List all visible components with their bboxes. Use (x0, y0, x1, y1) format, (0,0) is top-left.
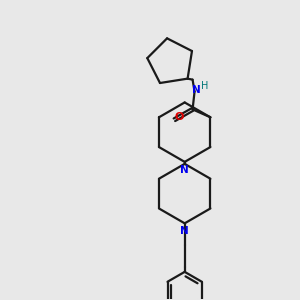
Text: N: N (192, 85, 201, 94)
Text: N: N (180, 165, 189, 175)
Text: H: H (201, 81, 208, 91)
Text: N: N (180, 226, 189, 236)
Text: O: O (174, 112, 183, 122)
